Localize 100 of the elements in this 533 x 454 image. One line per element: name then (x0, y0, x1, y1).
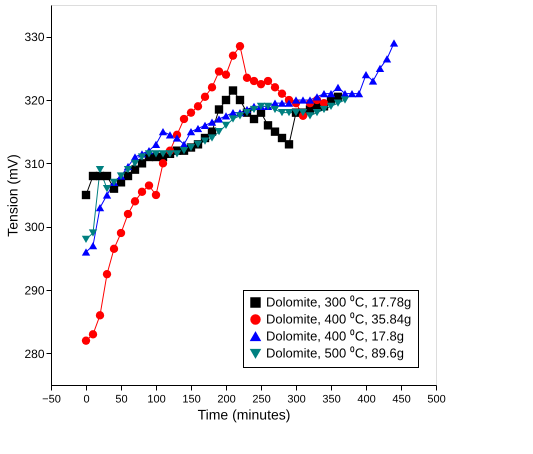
point (172, 150, 182, 158)
point (362, 71, 370, 78)
point (194, 102, 202, 111)
x-tick-label: 250 (252, 394, 271, 406)
point (186, 108, 196, 117)
point (354, 90, 364, 98)
x-tick-label: 350 (322, 394, 341, 406)
point (152, 140, 160, 148)
point (158, 159, 168, 168)
point (256, 80, 266, 88)
point (102, 185, 112, 192)
point (138, 188, 146, 196)
point (228, 51, 238, 60)
point (194, 124, 202, 132)
point (284, 100, 294, 107)
point (166, 131, 174, 138)
x-tick-label: 450 (392, 394, 411, 406)
point (180, 114, 188, 124)
point (208, 134, 216, 142)
point (312, 109, 322, 116)
point (368, 77, 378, 85)
point (130, 165, 140, 174)
y-axis-title: Tension (mV) (4, 154, 20, 237)
point (82, 248, 90, 256)
x-tick-label: 100 (147, 394, 166, 406)
point (376, 64, 384, 72)
point (348, 90, 356, 98)
point (110, 244, 118, 254)
point (320, 106, 328, 114)
point (236, 112, 244, 120)
point (88, 330, 98, 339)
point (292, 96, 300, 104)
point (242, 74, 252, 82)
point (138, 153, 146, 161)
x-tick-label: 50 (115, 394, 128, 406)
point (130, 160, 140, 167)
point (200, 122, 210, 129)
point (152, 150, 160, 158)
point (186, 128, 196, 136)
y-tick-label: 290 (24, 284, 45, 298)
point (214, 128, 224, 136)
point (278, 89, 286, 98)
y-tick-label: 280 (24, 346, 45, 361)
point (96, 311, 104, 320)
point (222, 96, 230, 104)
point (214, 67, 224, 76)
x-tick-label: 200 (217, 394, 236, 406)
point (250, 106, 258, 114)
point (270, 83, 280, 92)
y-tick-label: 310 (24, 156, 45, 171)
point (326, 90, 336, 98)
point (320, 90, 328, 98)
point (102, 270, 112, 278)
point (228, 115, 238, 123)
point (102, 172, 112, 180)
point (208, 83, 216, 92)
point (138, 159, 146, 168)
point (200, 138, 210, 145)
point (116, 228, 126, 238)
point (236, 42, 244, 50)
point (264, 76, 272, 86)
point (222, 112, 230, 120)
x-tick-label: 0 (83, 394, 90, 406)
legend-label: Dolomite, 400 ⁰C, 17.8g (266, 328, 404, 344)
point (306, 112, 314, 120)
point (228, 86, 238, 95)
point (278, 100, 286, 107)
point (144, 181, 154, 190)
point (82, 236, 90, 243)
point (222, 122, 230, 129)
legend-label: Dolomite, 500 ⁰C, 89.6g (266, 346, 404, 360)
point (340, 96, 350, 104)
point (284, 109, 294, 116)
point (200, 92, 210, 102)
point (334, 84, 342, 91)
point (306, 96, 314, 104)
x-axis-title: Time (minutes) (198, 406, 290, 422)
point (82, 336, 90, 345)
point (284, 140, 294, 149)
point (222, 70, 230, 79)
x-tick-label: 150 (182, 394, 201, 406)
point (82, 190, 90, 200)
x-tick-label: 300 (287, 394, 306, 406)
point (236, 96, 244, 104)
point (214, 105, 224, 114)
point (88, 242, 98, 250)
point (96, 204, 104, 212)
point (250, 76, 258, 86)
y-tick-label: 330 (24, 30, 45, 44)
point (298, 96, 308, 104)
x-tick-label: 400 (357, 394, 376, 406)
y-tick-label: 320 (24, 94, 45, 108)
point (382, 55, 392, 62)
legend-label: Dolomite, 400 ⁰C, 35.84g (266, 312, 412, 326)
point (390, 39, 398, 47)
point (144, 150, 154, 158)
y-tick-label: 300 (24, 220, 45, 234)
point (312, 93, 322, 100)
legend-label: Dolomite, 300 ⁰C, 17.78g (266, 294, 412, 310)
x-tick-label: 500 (427, 394, 446, 406)
